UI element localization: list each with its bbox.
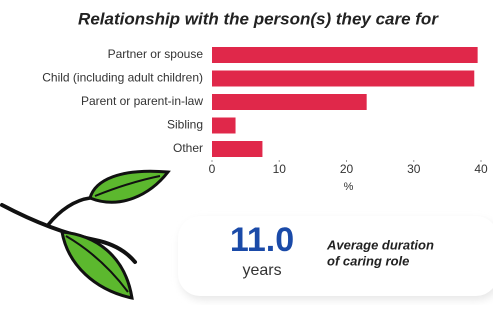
highlight-figure: 11.0 — [230, 221, 294, 259]
chart-title: Relationship with the person(s) they car… — [78, 9, 439, 28]
bar — [212, 94, 367, 110]
x-tick-label: 10 — [273, 162, 287, 176]
x-tick-label: 20 — [340, 162, 354, 176]
highlight-caption: of caring role — [327, 253, 409, 268]
x-axis-label: % — [344, 181, 354, 193]
bar — [212, 118, 236, 134]
category-label: Sibling — [167, 118, 203, 132]
highlight-unit: years — [242, 262, 281, 279]
bar — [212, 47, 478, 63]
category-label: Other — [173, 141, 203, 155]
highlight-caption: Average duration — [326, 237, 434, 252]
category-label: Parent or parent-in-law — [81, 94, 203, 108]
leaf-illustration — [2, 171, 168, 298]
x-tick-label: 0 — [209, 162, 216, 176]
category-label: Child (including adult children) — [42, 71, 203, 85]
bar — [212, 141, 262, 157]
page: Relationship with the person(s) they car… — [0, 0, 493, 305]
x-tick-label: 40 — [474, 162, 488, 176]
bar — [212, 71, 474, 87]
x-tick-label: 30 — [407, 162, 421, 176]
category-label: Partner or spouse — [108, 47, 204, 61]
